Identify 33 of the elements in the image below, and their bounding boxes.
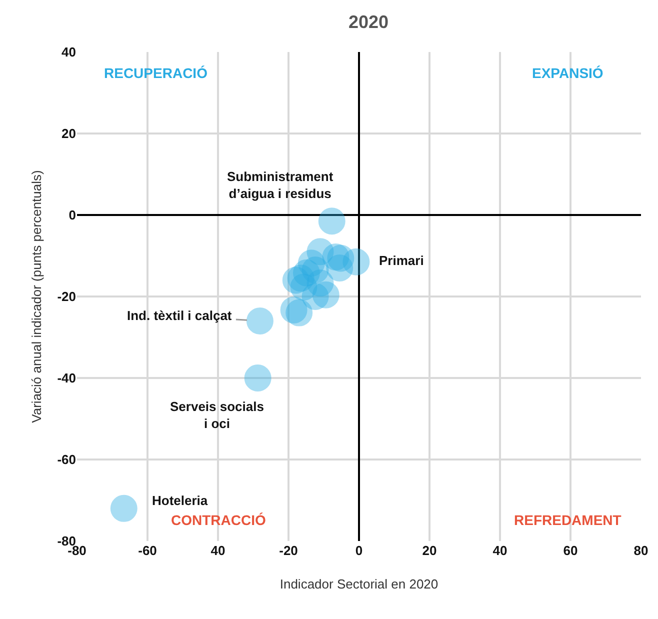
point xyxy=(326,254,354,282)
y-tick-label: 0 xyxy=(68,208,76,223)
annotation: RECUPERACIÓ xyxy=(104,65,208,81)
x-tick-label: 40 xyxy=(492,543,508,558)
point xyxy=(244,364,272,392)
y-tick-label: 40 xyxy=(62,44,76,60)
annotation: Ind. tèxtil i calçat xyxy=(127,308,232,323)
x-tick-label: 20 xyxy=(422,543,437,558)
point xyxy=(286,299,313,326)
x-tick-label: 80 xyxy=(634,543,648,558)
annotation: Subministrament d’aigua i residus xyxy=(227,169,334,201)
chart-title: 2020 xyxy=(348,12,389,32)
point xyxy=(318,208,346,235)
annotation: Hoteleria xyxy=(152,493,208,508)
annotation: EXPANSIÓ xyxy=(532,65,604,81)
y-tick-label: -20 xyxy=(57,289,76,304)
y-tick-label: -40 xyxy=(57,370,76,386)
point xyxy=(246,307,274,334)
point xyxy=(282,266,310,294)
x-tick-label: -60 xyxy=(138,543,157,558)
x-tick-label: 60 xyxy=(563,543,578,558)
annotation: REFREDAMENT xyxy=(514,512,622,528)
x-tick-label: -20 xyxy=(279,543,298,558)
x-tick-label: 0 xyxy=(355,543,363,558)
x-tick-label: 40 xyxy=(210,543,226,558)
y-tick-label: -60 xyxy=(57,452,76,468)
x-axis-title: Indicador Sectorial en 2020 xyxy=(280,576,438,592)
y-tick-label: 20 xyxy=(62,126,76,142)
point xyxy=(110,494,138,522)
y-axis-title: Variació anual indicador (punts percentuals) xyxy=(29,170,44,423)
annotation: Primari xyxy=(379,253,424,268)
annotation: CONTRACCIÓ xyxy=(171,512,266,528)
annotation: Serveis socials i oci xyxy=(170,399,264,431)
